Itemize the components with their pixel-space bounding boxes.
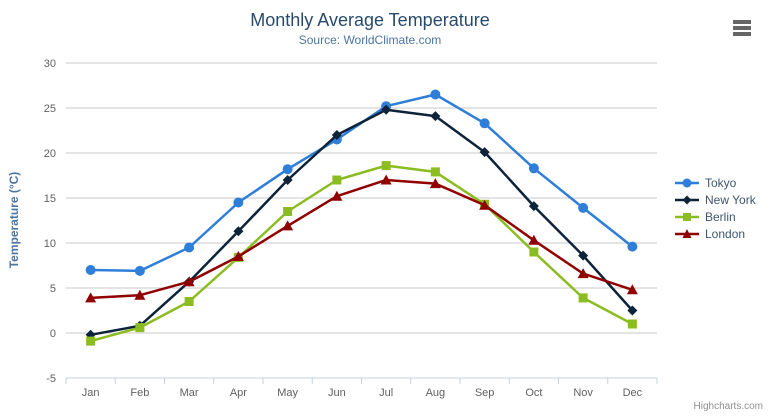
series-marker-berlin[interactable] <box>627 319 637 329</box>
series-marker-tokyo[interactable] <box>85 265 96 275</box>
series-marker-new-york[interactable] <box>331 130 342 140</box>
series-marker-new-york[interactable] <box>233 226 244 237</box>
series-marker-tokyo[interactable] <box>282 164 293 175</box>
series-marker-new-york[interactable] <box>381 104 392 115</box>
series-marker-berlin[interactable] <box>578 293 588 303</box>
series-marker-berlin[interactable] <box>283 207 293 216</box>
x-axis-label: Aug <box>426 387 446 399</box>
legend-marker-square-icon <box>675 213 699 221</box>
series-marker-tokyo[interactable] <box>528 163 539 174</box>
series-marker-berlin[interactable] <box>135 323 145 333</box>
series-marker-new-york[interactable] <box>479 147 490 158</box>
y-axis-label: 20 <box>44 148 56 160</box>
x-axis-label: Apr <box>230 387 247 399</box>
series-marker-london[interactable] <box>528 234 540 245</box>
legend-item-london[interactable]: London <box>674 227 756 241</box>
x-axis-label: Oct <box>525 387 542 399</box>
series-marker-new-york[interactable] <box>627 305 638 316</box>
x-axis-label: Sep <box>475 387 495 399</box>
series-line-new-york <box>89 108 634 337</box>
series-marker-london[interactable] <box>479 199 491 210</box>
series-marker-london[interactable] <box>134 289 146 300</box>
legend-label: London <box>705 227 746 241</box>
y-axis-label: -5 <box>46 373 56 385</box>
series-marker-new-york[interactable] <box>528 201 539 212</box>
x-axis-label: Feb <box>130 387 149 399</box>
credits-link[interactable]: Highcharts.com <box>693 401 763 412</box>
legend-marker-triangle-icon <box>675 229 699 238</box>
series-marker-london[interactable] <box>331 190 343 201</box>
chart-subtitle: Source: WorldClimate.com <box>298 33 442 47</box>
legend-marker-circle-icon <box>675 178 699 188</box>
series-line-london <box>89 178 634 300</box>
legend-item-tokyo[interactable]: Tokyo <box>674 176 756 190</box>
series-marker-berlin[interactable] <box>529 247 539 257</box>
context-menu-button[interactable] <box>733 20 753 36</box>
series-marker-tokyo[interactable] <box>134 265 145 276</box>
series-line-tokyo <box>89 93 634 273</box>
x-axis-label: May <box>277 387 298 399</box>
legend-item-berlin[interactable]: Berlin <box>674 210 756 224</box>
x-axis-label: Jul <box>379 387 393 399</box>
legend: Tokyo New York Berlin London <box>674 176 756 241</box>
series-marker-berlin[interactable] <box>381 161 391 171</box>
legend-marker-diamond-icon <box>675 195 699 205</box>
series-marker-london[interactable] <box>626 284 638 295</box>
y-axis-label: 0 <box>50 328 56 340</box>
series-marker-tokyo[interactable] <box>233 197 244 208</box>
series-marker-tokyo[interactable] <box>578 202 589 213</box>
x-axis-label: Jan <box>82 387 100 399</box>
y-axis-label: 10 <box>44 238 56 250</box>
chart-title: Monthly Average Temperature <box>250 10 490 30</box>
y-axis-label: 5 <box>50 283 56 295</box>
series-line-berlin <box>89 164 634 343</box>
y-axis-label: 25 <box>44 103 56 115</box>
y-axis-label: 15 <box>44 193 56 205</box>
series-marker-berlin[interactable] <box>430 167 440 177</box>
legend-label: Tokyo <box>705 176 737 190</box>
series-marker-london[interactable] <box>232 251 244 261</box>
y-axis-label: 30 <box>44 58 56 70</box>
series-marker-london[interactable] <box>429 178 441 189</box>
legend-label: Berlin <box>705 210 736 224</box>
series-marker-berlin[interactable] <box>86 336 96 346</box>
series-marker-new-york[interactable] <box>578 250 589 261</box>
x-axis-label: Jun <box>328 387 346 399</box>
series-marker-berlin[interactable] <box>184 297 194 306</box>
series-marker-berlin[interactable] <box>332 175 342 185</box>
legend-label: New York <box>705 193 756 207</box>
series-marker-london[interactable] <box>577 268 589 279</box>
series-marker-new-york[interactable] <box>282 175 293 185</box>
series-marker-new-york[interactable] <box>430 111 441 122</box>
series-marker-tokyo[interactable] <box>479 118 490 129</box>
series-marker-london[interactable] <box>282 220 294 231</box>
series-marker-tokyo[interactable] <box>184 242 195 253</box>
series-marker-london[interactable] <box>183 276 195 287</box>
series-marker-london[interactable] <box>85 292 97 303</box>
x-axis-label: Mar <box>180 387 199 399</box>
series-marker-london[interactable] <box>380 174 392 185</box>
hamburger-icon <box>733 20 753 36</box>
series-marker-tokyo[interactable] <box>627 241 638 252</box>
series-marker-tokyo[interactable] <box>430 89 441 100</box>
x-axis-label: Nov <box>573 387 593 399</box>
legend-item-new-york[interactable]: New York <box>674 193 756 207</box>
x-axis-label: Dec <box>623 387 643 399</box>
